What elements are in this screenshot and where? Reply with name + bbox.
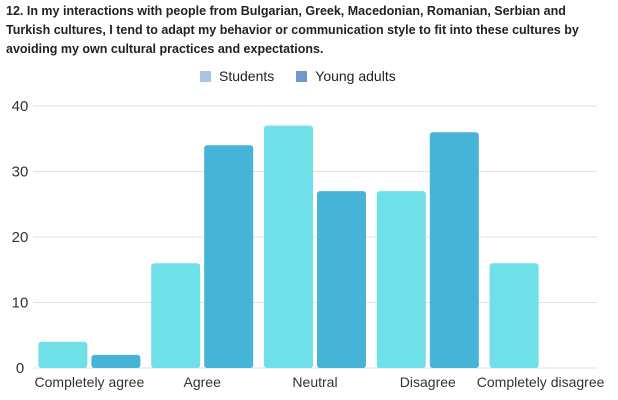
bar-students [264,125,313,369]
bar-students [489,263,539,368]
bar-students [38,341,88,368]
legend-label-students: Students [219,68,275,84]
bar-young-adults [91,354,141,368]
x-tick-label: Completely disagree [477,374,605,390]
y-tick-label: 30 [12,164,29,181]
legend: Students Young adults [200,68,396,84]
bar-young-adults [317,191,366,368]
bar-young-adults [204,145,254,368]
legend-swatch-young-adults [296,70,308,82]
y-tick-label: 40 [12,98,29,115]
legend-item-students: Students [200,68,274,84]
y-tick-label: 20 [12,229,29,246]
y-tick-label: 0 [16,360,24,377]
bar-students [151,263,201,368]
y-tick-label: 10 [12,295,29,312]
x-tick-label: Completely agree [35,374,145,390]
x-tick-label: Disagree [400,374,456,390]
x-tick-label: Agree [184,374,222,390]
legend-label-young-adults: Young adults [315,68,396,84]
bar-students [376,191,426,368]
x-tick-label: Neutral [292,374,337,390]
bar-young-adults [429,132,479,368]
legend-swatch-students [200,70,211,82]
legend-item-young-adults: Young adults [296,68,396,84]
chart-title: 12. In my interactions with people from … [6,4,579,56]
